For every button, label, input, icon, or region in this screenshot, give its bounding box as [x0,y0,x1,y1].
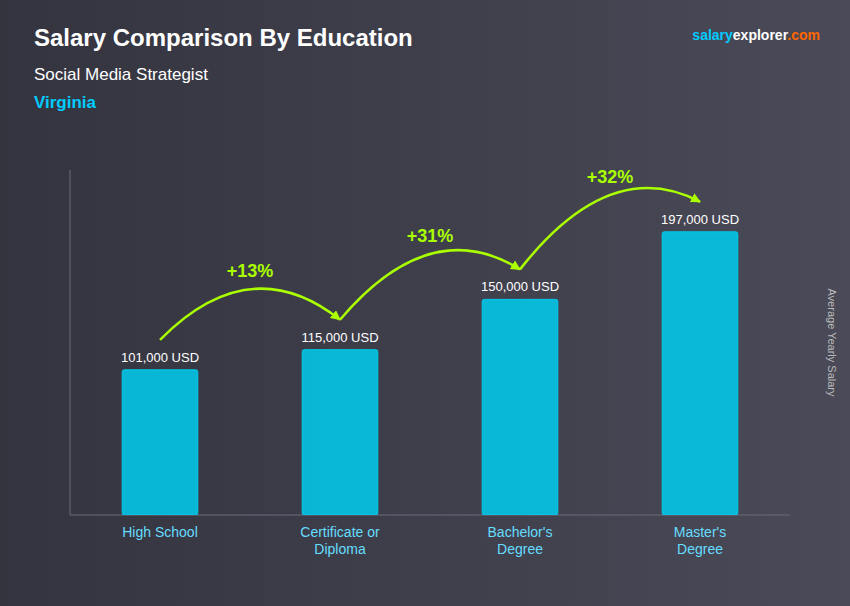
change-arrow [340,250,520,320]
x-tick-label-line: Bachelor's [488,524,553,540]
x-tick-label-line: Diploma [314,541,366,557]
x-tick-label-line: High School [122,524,198,540]
x-tick-label-line: Degree [497,541,543,557]
website-part: explorer [733,27,789,43]
change-arrow [520,188,700,269]
background [0,0,850,606]
bar [302,350,378,515]
x-tick-label: High School [122,524,198,540]
bar [482,299,558,515]
bar [662,232,738,515]
website-part: salary [692,27,733,43]
change-label: +32% [587,167,634,187]
value-label: 101,000 USD [121,350,199,365]
x-tick-label: Certificate orDiploma [300,524,380,557]
y-axis-label: Average Yearly Salary [826,288,838,397]
change-arrow [160,289,340,340]
x-tick-label-line: Degree [677,541,723,557]
x-tick-label: Master'sDegree [674,524,726,557]
title: Salary Comparison By Education [34,24,413,51]
location: Virginia [34,93,97,112]
subtitle: Social Media Strategist [34,65,208,84]
website-part: .com [787,27,820,43]
change-label: +31% [407,226,454,246]
chart-root: Salary Comparison By Education Social Med… [0,0,850,606]
x-tick-label-line: Master's [674,524,726,540]
value-label: 150,000 USD [481,279,559,294]
y-axis-line [70,170,71,515]
x-tick-label-line: Certificate or [300,524,380,540]
x-tick-label: Bachelor'sDegree [488,524,553,557]
value-label: 115,000 USD [301,330,378,345]
website: salaryexplorer.com [692,27,820,43]
change-label: +13% [227,261,274,281]
bar [122,370,198,515]
bars [122,232,738,515]
value-label: 197,000 USD [661,212,739,227]
